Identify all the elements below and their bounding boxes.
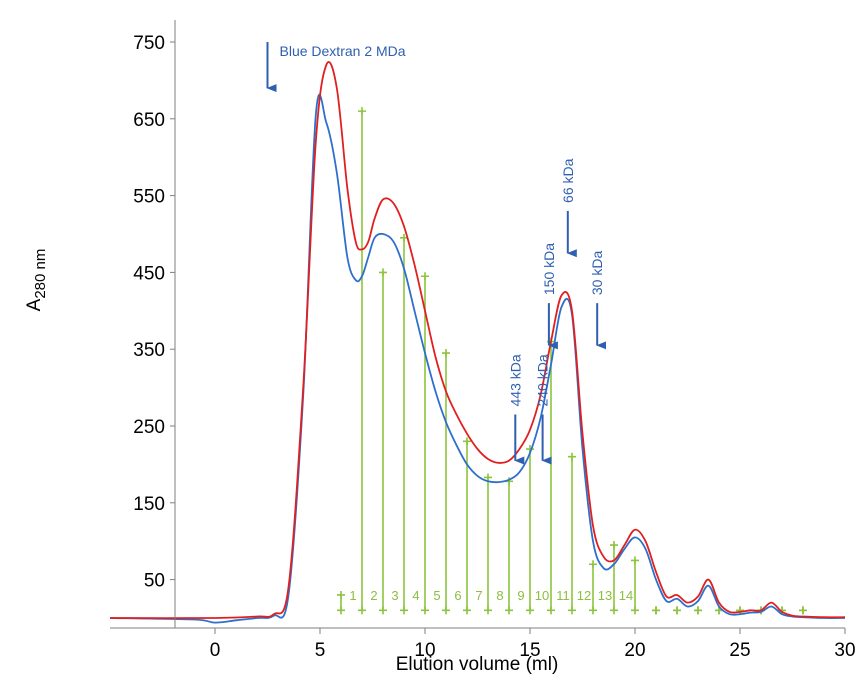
fraction-label: 10 — [535, 588, 549, 603]
fraction-base-marker — [736, 606, 744, 615]
fraction-base-marker — [505, 606, 513, 615]
fraction-top-marker — [358, 107, 366, 116]
fraction-label: 8 — [496, 588, 503, 603]
fraction-top-marker — [631, 556, 639, 565]
size-marker-label: 66 kDa — [560, 158, 576, 203]
x-tick-label: 10 — [414, 640, 435, 661]
fraction-label: 13 — [598, 588, 612, 603]
fraction-base-marker — [484, 606, 492, 615]
x-tick-label: 0 — [210, 640, 221, 661]
fraction-label: 11 — [556, 588, 570, 603]
fraction-top-marker — [337, 590, 345, 599]
fraction-label: 6 — [454, 588, 461, 603]
fraction-top-marker — [379, 268, 387, 277]
fraction-base-marker — [652, 606, 660, 615]
fraction-base-marker — [631, 606, 639, 615]
x-tick-label: 5 — [315, 640, 326, 661]
fraction-label: 12 — [577, 588, 591, 603]
y-axis-title-sub: 280 nm — [32, 249, 49, 299]
fraction-label: 1 — [349, 588, 356, 603]
series-line-blue — [109, 93, 846, 624]
y-tick-label: 150 — [133, 494, 165, 515]
fraction-label: 3 — [391, 588, 398, 603]
y-tick-label: 350 — [133, 340, 165, 361]
fraction-base-marker — [379, 606, 387, 615]
size-marker-label: 240 kDa — [535, 354, 551, 406]
fraction-base-marker — [610, 606, 618, 615]
y-axis-title: A280 nm — [24, 249, 49, 312]
y-axis-title-main: A — [24, 298, 45, 311]
fraction-top-marker — [463, 437, 471, 446]
y-tick-label: 550 — [133, 187, 165, 208]
size-marker-label: Blue Dextran 2 MDa — [280, 43, 406, 59]
size-marker-label: 443 kDa — [507, 354, 523, 406]
x-tick-label: 15 — [519, 640, 540, 661]
y-tick-label: 250 — [133, 417, 165, 438]
fraction-label: 2 — [370, 588, 377, 603]
fraction-base-marker — [421, 606, 429, 615]
fraction-base-marker — [673, 606, 681, 615]
x-tick-label: 20 — [624, 640, 645, 661]
fraction-base-marker — [547, 606, 555, 615]
size-marker-label: 30 kDa — [589, 251, 605, 296]
fraction-base-marker — [694, 606, 702, 615]
fraction-label: 14 — [619, 588, 633, 603]
fraction-top-marker — [589, 560, 597, 569]
fraction-label: 5 — [433, 588, 440, 603]
y-tick-label: 450 — [133, 263, 165, 284]
fraction-base-marker — [799, 606, 807, 615]
size-marker-label: 150 kDa — [541, 243, 557, 295]
y-tick-label: 50 — [144, 571, 165, 592]
fraction-base-marker — [337, 606, 345, 615]
fraction-top-marker — [610, 541, 618, 550]
x-tick-label: 25 — [729, 640, 750, 661]
fraction-base-marker — [463, 606, 471, 615]
fraction-top-marker — [421, 272, 429, 281]
fraction-base-marker — [358, 606, 366, 615]
fraction-base-marker — [568, 606, 576, 615]
series-line-red — [109, 61, 846, 620]
y-tick-label: 750 — [133, 33, 165, 54]
x-tick-label: 30 — [834, 640, 855, 661]
fraction-top-marker — [568, 452, 576, 461]
x-axis-title: Elution volume (ml) — [396, 654, 559, 675]
fraction-base-marker — [442, 606, 450, 615]
fraction-label: 9 — [517, 588, 524, 603]
fraction-base-marker — [400, 606, 408, 615]
fraction-label: 4 — [412, 588, 419, 603]
fraction-base-marker — [589, 606, 597, 615]
y-tick-label: 650 — [133, 110, 165, 131]
fraction-base-marker — [526, 606, 534, 615]
fraction-label: 7 — [475, 588, 482, 603]
fraction-top-marker — [442, 349, 450, 358]
fraction-top-marker — [484, 473, 492, 482]
